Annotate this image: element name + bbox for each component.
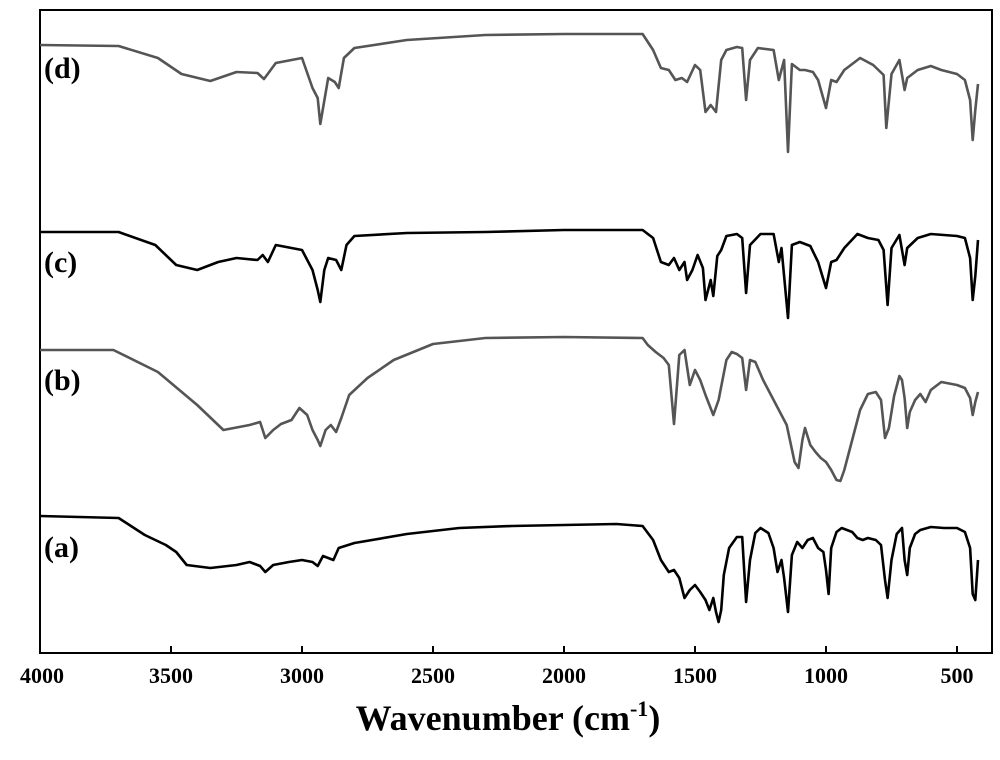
x-axis-title-suffix: ) bbox=[648, 698, 660, 738]
series-labels: (d) (c) (b) (a) bbox=[44, 52, 81, 564]
spectra-series bbox=[39, 32, 980, 624]
x-tick-label-2000: 2000 bbox=[542, 663, 586, 688]
x-tick-label-3500: 3500 bbox=[149, 663, 193, 688]
x-tick-label-500: 500 bbox=[941, 663, 974, 688]
x-tick-label-3000: 3000 bbox=[280, 663, 324, 688]
x-axis-title-superscript: -1 bbox=[630, 696, 648, 721]
series-label-c: (c) bbox=[44, 246, 77, 279]
x-axis-ticks bbox=[39, 646, 958, 653]
series-label-d: (d) bbox=[44, 52, 81, 85]
x-tick-label-2500: 2500 bbox=[411, 663, 455, 688]
x-tick-label-1500: 1500 bbox=[673, 663, 717, 688]
series-line-a bbox=[39, 514, 980, 624]
plot-frame bbox=[39, 9, 993, 654]
x-tick-label-1000: 1000 bbox=[804, 663, 848, 688]
x-axis-tick-labels: 4000 3500 3000 2500 2000 1500 1000 500 bbox=[20, 663, 974, 688]
x-axis-title-main: Wavenumber (cm bbox=[356, 698, 630, 738]
series-label-a: (a) bbox=[44, 531, 79, 564]
x-axis-title: Wavenumber (cm-1) bbox=[356, 696, 661, 738]
series-line-b bbox=[40, 335, 980, 483]
series-line-c bbox=[40, 228, 980, 320]
series-label-b: (b) bbox=[44, 364, 81, 397]
x-tick-label-4000: 4000 bbox=[20, 663, 64, 688]
series-line-d bbox=[39, 32, 980, 154]
